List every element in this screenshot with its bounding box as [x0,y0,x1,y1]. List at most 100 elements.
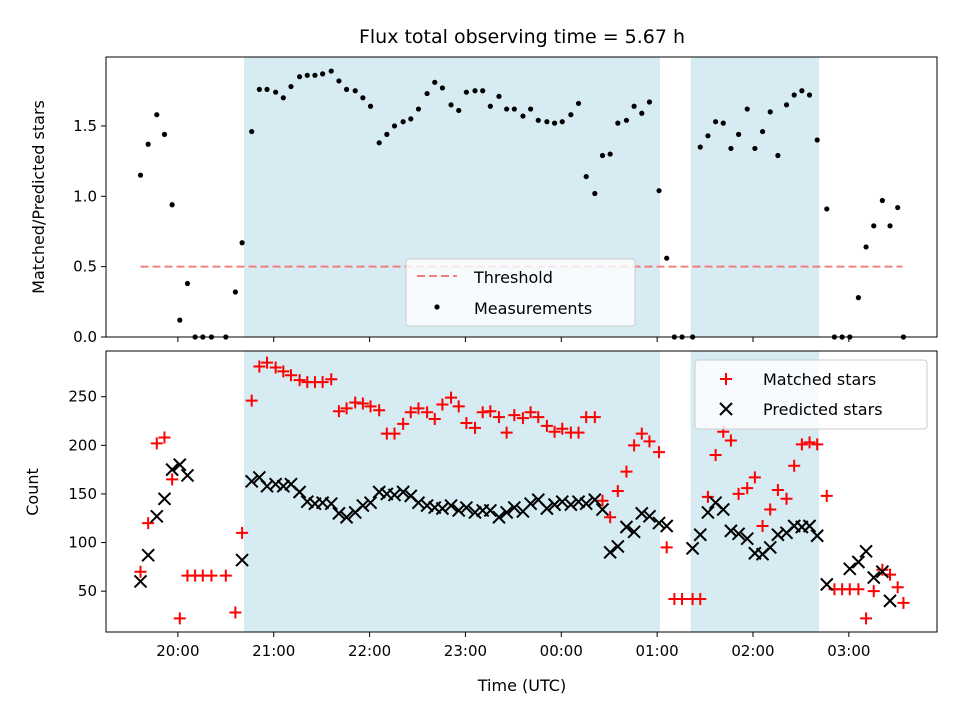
measurement-point [448,102,454,108]
measurement-point [336,78,342,84]
predicted-star-marker [292,485,307,499]
measurement-point [472,88,478,94]
measurement-point [343,86,350,92]
x-tick-label: 01:00 [636,642,679,660]
measurement-point [599,152,606,159]
measurement-point [184,280,191,287]
measurement-point [169,202,175,208]
predicted-star-marker [810,529,824,543]
predicted-star-marker [883,594,897,608]
matched-star-marker [611,485,624,498]
predicted-star-marker [150,509,164,524]
predicted-star-marker [875,565,890,579]
predicted-star-marker [356,498,370,513]
measurement-point [583,173,589,180]
predicted-star-marker [635,506,649,521]
predicted-star-marker [859,544,873,559]
measurement-point [415,106,422,112]
measurement-point [439,85,446,91]
y-tick-label: 1.0 [73,187,97,205]
matched-star-marker [811,438,824,451]
predicted-star-marker [701,505,715,520]
matched-star-marker [756,520,769,533]
matched-star-marker [500,426,513,439]
predicted-star-marker [660,519,674,533]
predicted-star-marker [499,505,514,520]
matched-star-marker [764,503,777,516]
legend-measurements-swatch [434,304,440,310]
matched-star-marker [803,436,816,449]
measurement-point [767,109,773,115]
predicted-star-marker [411,495,426,510]
predicted-star-marker [468,505,482,520]
matched-star-marker [277,365,290,378]
x-tick-label: 21:00 [252,642,295,660]
predicted-star-marker [300,495,314,509]
predicted-star-marker [627,525,641,539]
matched-star-marker [676,592,689,605]
matched-star-marker [236,526,249,539]
measurement-point [879,197,885,204]
predicted-star-marker [603,545,617,559]
matched-star-marker [732,487,745,500]
measurement-point [177,317,183,323]
observing-interval-0 [244,351,453,632]
measurement-point [791,92,797,98]
matched-star-marker [158,431,171,444]
matched-star-marker [748,471,761,484]
matched-star-marker [795,438,808,451]
count-panel: 20:00 21:00 22:00 23:00 00:00 01:00 02:00 03:00… [23,350,938,695]
matched-star-marker [852,583,865,596]
matched-star-marker [166,473,179,486]
predicted-star-marker [693,528,707,542]
observing-intervals-bottom [244,351,820,632]
measurement-point [145,141,151,147]
matched-star-marker [741,482,754,495]
matched-star-marker [356,397,369,410]
x-axis-ticks: 20:00 21:00 22:00 23:00 00:00 01:00 02:00 03:00 [156,632,870,660]
matched-star-marker [316,376,329,389]
predicted-star-marker [843,562,857,576]
measurement-point [264,86,270,92]
matched-star-marker [428,413,441,426]
measurements-series [137,68,907,340]
measurement-point [895,204,901,211]
predicted-star-marker [339,510,354,524]
measurement-point [511,106,517,112]
matched-star-marker [173,612,186,625]
measurement-point [480,88,486,94]
predicted-star-marker [867,570,881,585]
matched-star-marker [269,361,282,374]
predicted-star-marker [642,509,657,524]
matched-star-marker [261,356,274,369]
predicted-star-marker [492,510,506,524]
predicted-star-marker [507,500,522,515]
ratio-panel: 0.0 0.5 1.0 1.5 Matched/Predicted stars Thr… [29,56,938,346]
measurement-point [720,120,726,126]
measurement-point [487,103,493,109]
predicted-star-marker [685,541,700,556]
measurement-point [623,117,630,123]
matched-star-marker [709,449,722,462]
matched-star-marker [620,465,633,478]
predicted-star-marker [555,495,569,509]
predicted-star-marker [595,502,610,517]
legend-threshold-label: Threshold [473,268,553,287]
ratio-legend: Threshold Measurements [405,258,636,327]
matched-star-marker [788,459,801,472]
matched-star-marker [596,494,609,507]
measurement-point [871,223,877,229]
measurement-point [288,83,294,90]
matched-star-marker [436,398,449,411]
count-plot-frame [105,350,938,633]
count-y-axis: 50 100 150 200 250 [68,388,106,600]
predicted-star-marker [332,506,346,521]
measurement-point [304,72,310,78]
measurement-point [400,119,406,125]
measurement-point [367,103,374,109]
measurement-point [496,93,502,99]
matched-star-marker [484,405,497,418]
ratio-legend-box [405,258,636,327]
matched-star-marker [219,569,232,582]
matched-star-marker [660,541,673,554]
